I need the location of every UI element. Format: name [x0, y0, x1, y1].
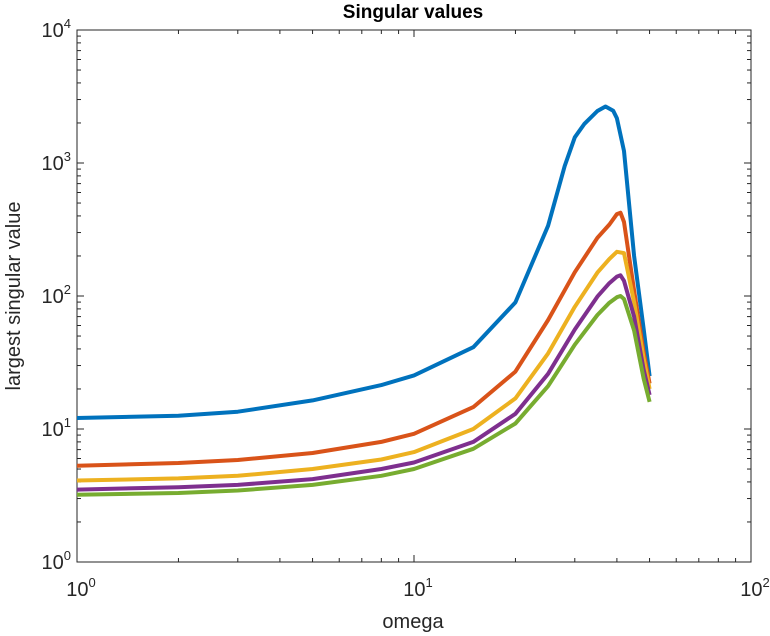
series-line-1	[76, 104, 652, 420]
x-tick-label: 101	[403, 575, 432, 601]
axis-ticks	[76, 29, 752, 563]
series-line-3	[76, 249, 652, 483]
chart-title: Singular values	[343, 2, 483, 23]
x-axis-title: omega	[382, 611, 444, 633]
series-line-2	[76, 210, 652, 468]
y-tick-label: 100	[42, 548, 71, 574]
y-tick-label: 102	[42, 282, 71, 308]
y-tick-label: 103	[42, 149, 71, 175]
x-tick-label: 100	[66, 575, 95, 601]
series-line-5	[76, 294, 652, 497]
y-axis-title: largest singular value	[3, 202, 25, 391]
series-lines	[76, 104, 652, 497]
x-tick-label: 102	[740, 575, 769, 601]
y-tick-label: 101	[42, 415, 71, 441]
series-line-4	[76, 273, 652, 492]
y-tick-label: 104	[42, 16, 71, 42]
plot-area	[76, 29, 752, 563]
